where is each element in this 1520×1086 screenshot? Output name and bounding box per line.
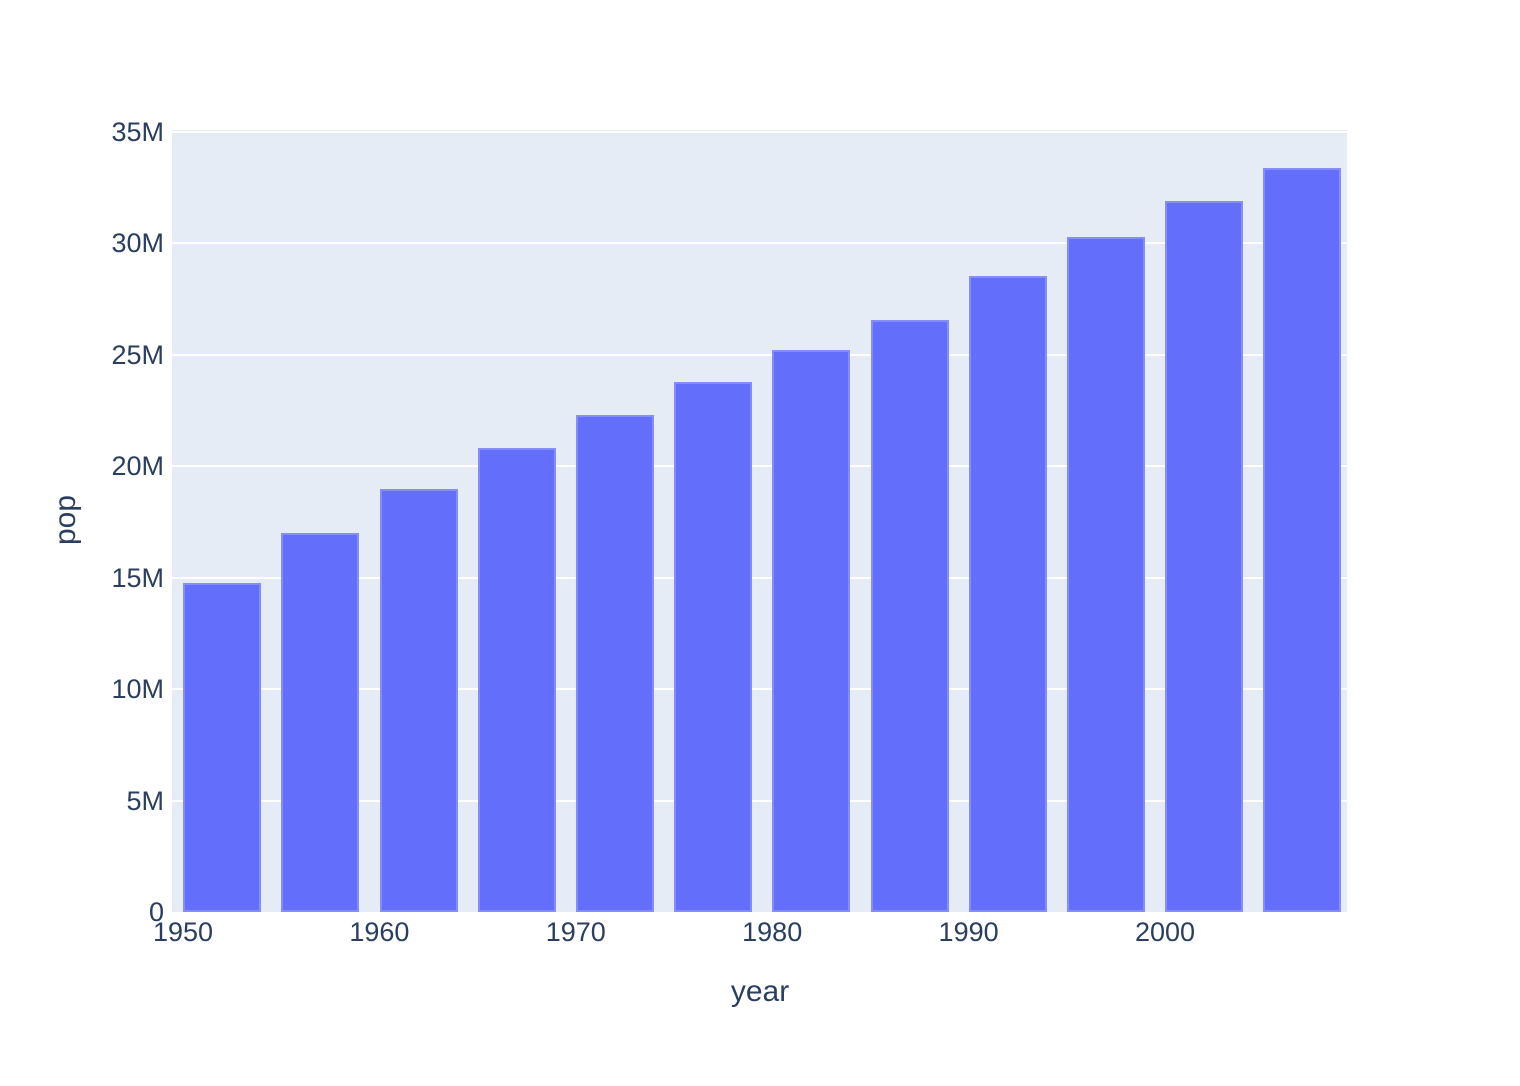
y-tick-35M: 35M <box>111 117 164 147</box>
y-tick-30M: 30M <box>111 228 164 259</box>
y-tick-20M: 20M <box>111 451 164 482</box>
x-tick-1980: 1980 <box>742 917 803 947</box>
y-tick-25M: 25M <box>111 339 164 370</box>
bar-2002[interactable] <box>1165 201 1244 912</box>
bar-1962[interactable] <box>379 488 458 912</box>
bar-1987[interactable] <box>870 320 949 912</box>
gridline-35M <box>172 131 1347 133</box>
bar-1952[interactable] <box>183 582 262 912</box>
gridline-25M <box>172 353 1347 356</box>
x-tick-2000: 2000 <box>1134 917 1196 947</box>
gridline-15M <box>172 576 1347 579</box>
y-tick-0: 0 <box>148 897 164 927</box>
y-tick-15M: 15M <box>111 562 164 593</box>
bar-1977[interactable] <box>674 381 753 912</box>
x-tick-1990: 1990 <box>938 917 999 947</box>
bar-1957[interactable] <box>281 532 360 912</box>
x-tick-1960: 1960 <box>349 917 410 947</box>
bar-1982[interactable] <box>772 350 851 912</box>
bar-1972[interactable] <box>576 415 655 912</box>
x-tick-1970: 1970 <box>545 917 606 947</box>
gridline-5M <box>172 799 1347 802</box>
gridline-30M <box>172 242 1347 245</box>
bar-1992[interactable] <box>968 276 1047 912</box>
bar-1967[interactable] <box>477 448 556 912</box>
bar-2007[interactable] <box>1263 167 1342 912</box>
y-tick-5M: 5M <box>126 785 164 816</box>
bar-1997[interactable] <box>1067 236 1146 912</box>
gridline-20M <box>172 465 1347 468</box>
y-axis-title: pop <box>49 494 82 546</box>
y-tick-10M: 10M <box>111 674 164 705</box>
plot-area[interactable] <box>172 130 1347 912</box>
gridline-10M <box>172 688 1347 691</box>
x-tick-1950: 1950 <box>152 917 214 947</box>
x-axis-title: year <box>730 975 790 1008</box>
